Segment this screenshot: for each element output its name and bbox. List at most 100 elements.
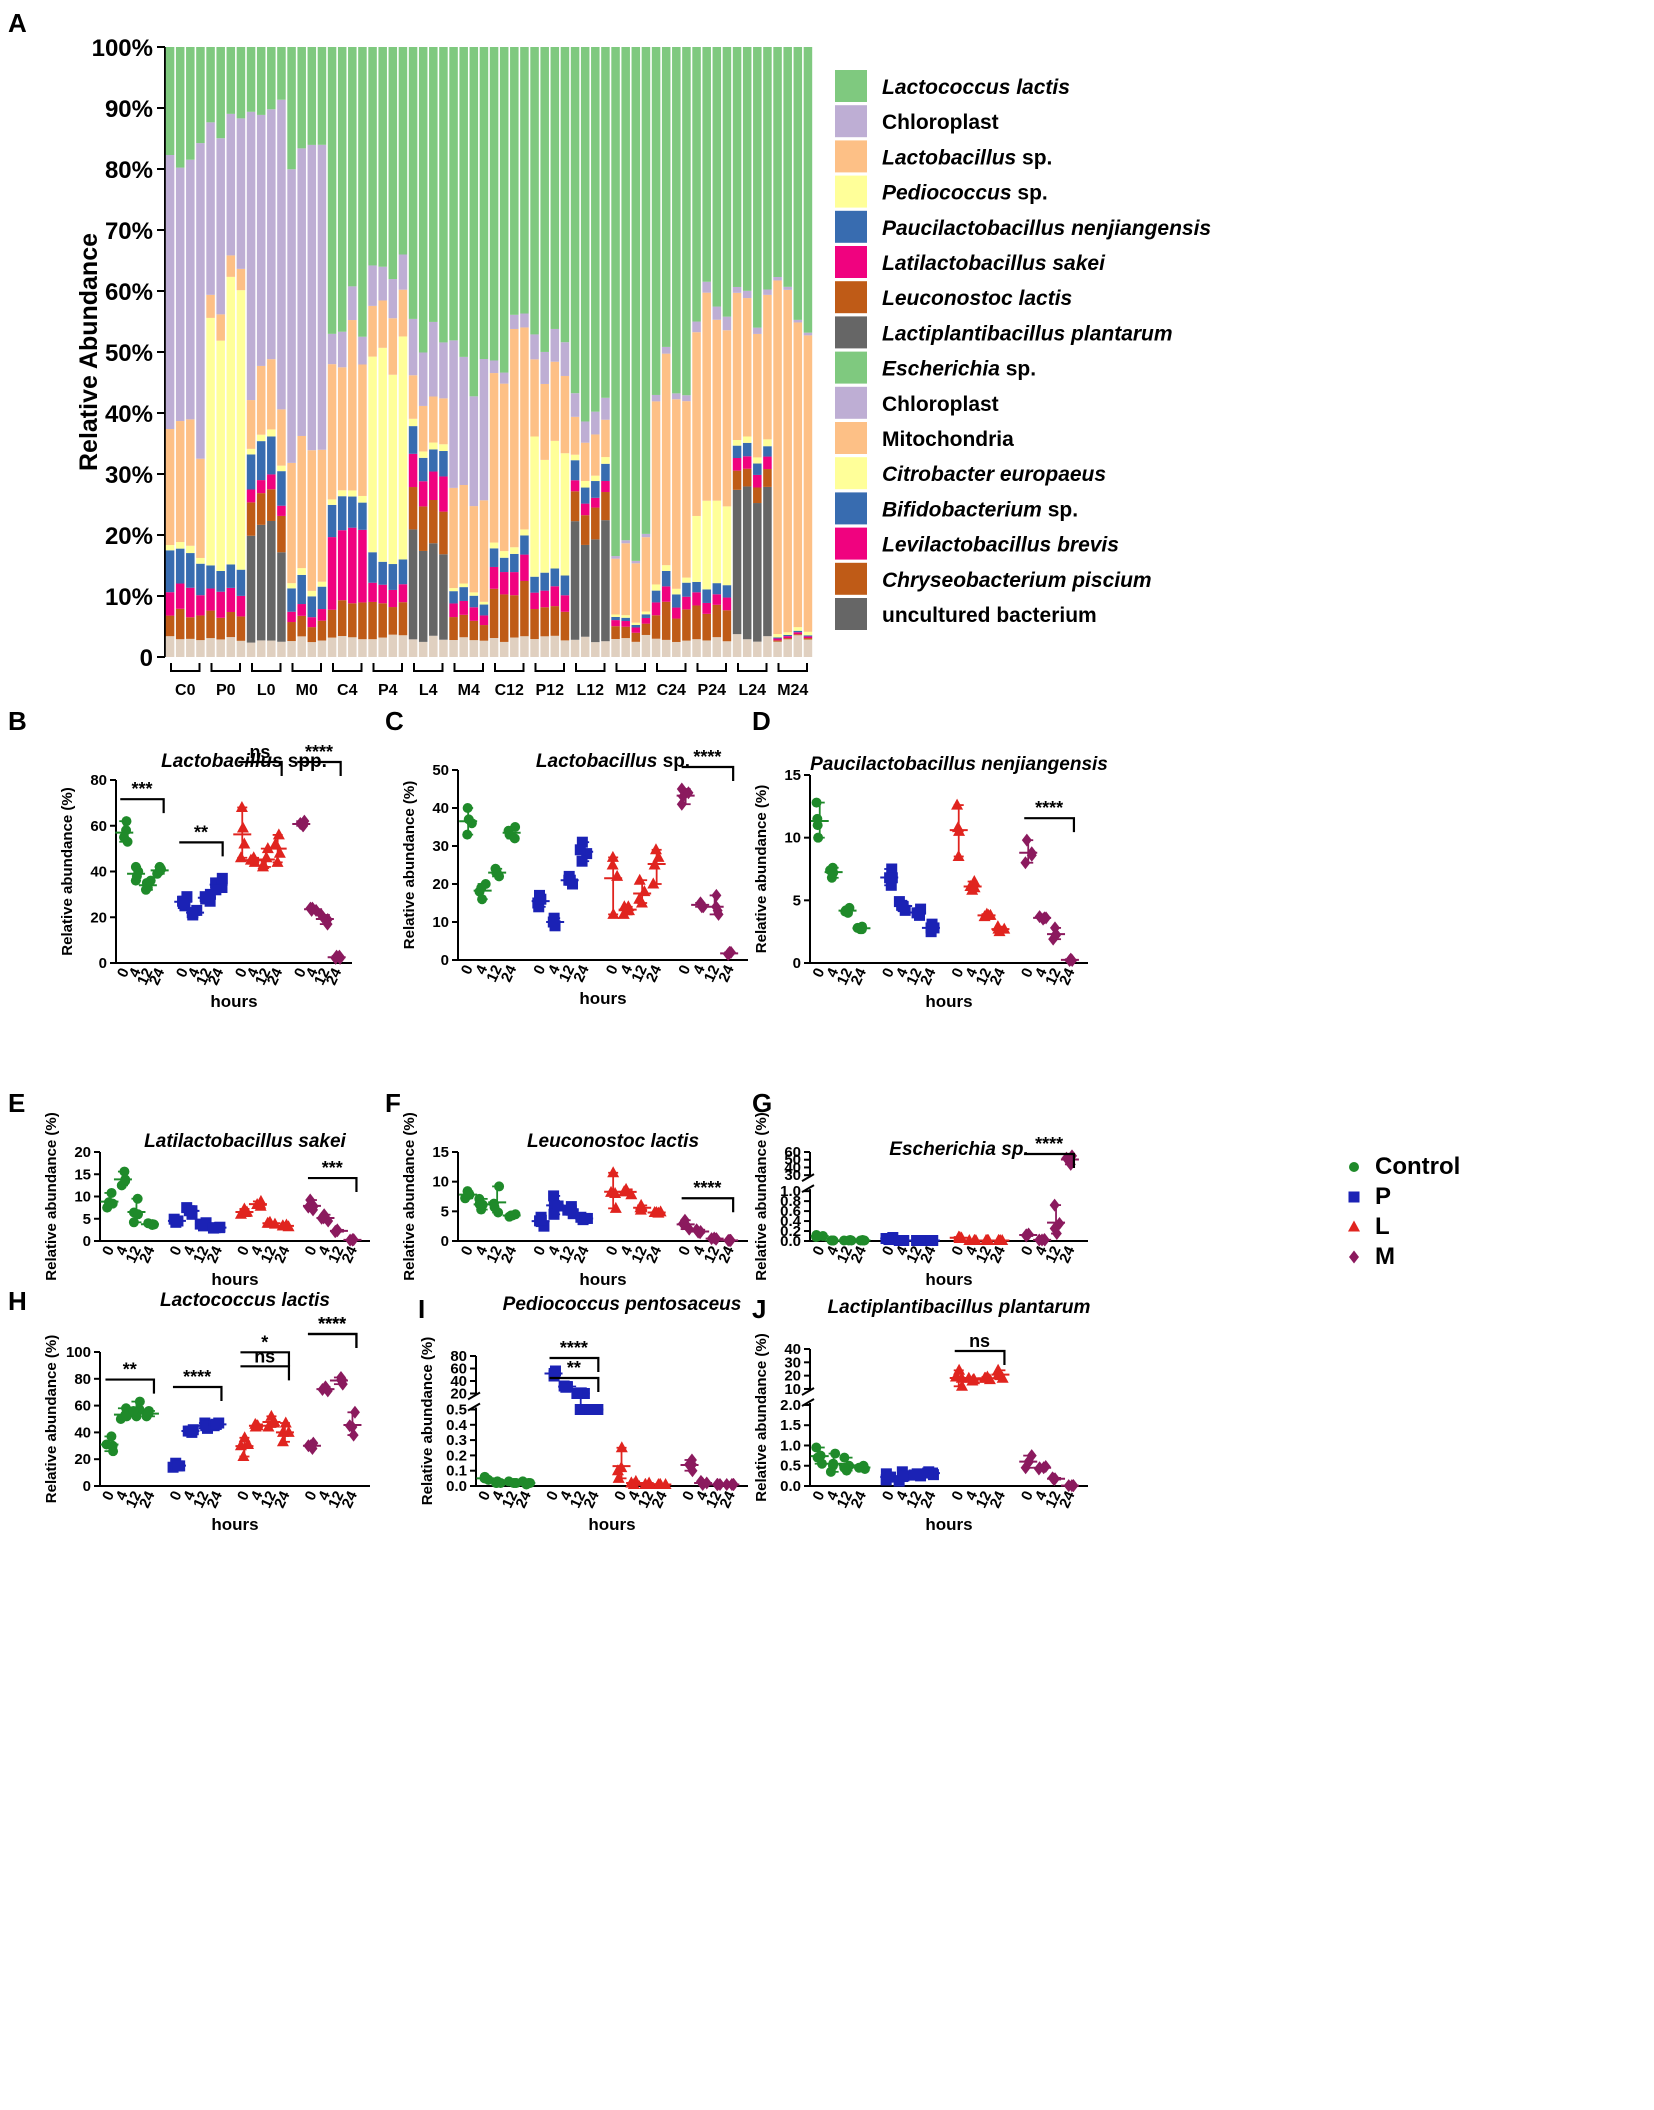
- stacked-bar-segment: [520, 535, 529, 555]
- data-point: [234, 851, 247, 863]
- stacked-bar-segment: [408, 318, 418, 376]
- stacked-bar-segment: [631, 641, 641, 657]
- y-tick-label: 0.1: [446, 1463, 467, 1480]
- stacked-bar-segment: [368, 601, 377, 640]
- stacked-bar-segment: [702, 589, 711, 603]
- stacked-bar-segment: [570, 491, 580, 522]
- y-tick-label: 50: [784, 1152, 801, 1169]
- stacked-bar-segment: [267, 520, 276, 641]
- data-point: [586, 1404, 598, 1415]
- stacked-bar-segment: [520, 327, 529, 530]
- data-point: [133, 1209, 144, 1220]
- stacked-bar-segment: [246, 111, 256, 401]
- stacked-bar-segment: [327, 637, 337, 657]
- data-point: [237, 1450, 250, 1462]
- data-point: [199, 891, 211, 903]
- x-tick-label: 12: [483, 1244, 505, 1266]
- stacked-bar-segment: [722, 506, 732, 586]
- y-tick-label: 60%: [105, 279, 153, 306]
- significance-label: ns: [249, 742, 270, 762]
- y-tick-label: 60: [74, 1398, 91, 1415]
- stacked-bar-segment: [459, 484, 468, 584]
- data-point: [693, 1225, 704, 1239]
- significance-bracket: [1024, 1152, 1076, 1168]
- stacked-bar-segment: [580, 515, 590, 545]
- stacked-bar-segment: [236, 47, 246, 119]
- stacked-bar-segment: [216, 617, 225, 640]
- stacked-bar-segment: [175, 548, 185, 584]
- x-tick-label: 24: [205, 965, 228, 988]
- stacked-bar-segment: [712, 604, 722, 638]
- stacked-bar-segment: [429, 449, 438, 472]
- stacked-bar-segment: [560, 611, 570, 641]
- x-tick-label: 24: [271, 1243, 294, 1266]
- stacked-bar-segment: [459, 614, 468, 638]
- data-point: [330, 1224, 341, 1238]
- panel-letter: G: [752, 1088, 772, 1118]
- data-point: [826, 872, 837, 883]
- stacked-bar-segment: [236, 118, 246, 269]
- legend-label: Levilactobacillus brevis: [882, 534, 1119, 557]
- y-tick-label: 40: [784, 1341, 801, 1358]
- legend-swatch: [835, 175, 867, 208]
- stacked-bar-segment: [550, 47, 560, 329]
- stacked-bar-segment: [398, 635, 408, 657]
- panel-title: Lactiplantibacillus plantarum: [828, 1297, 1091, 1318]
- stacked-bar-segment: [165, 47, 175, 156]
- x-tick-label: 24: [339, 1243, 362, 1266]
- stacked-bar-segment: [297, 615, 306, 637]
- data-point: [1048, 1472, 1059, 1486]
- y-tick-label: 100: [66, 1344, 91, 1361]
- y-tick-label: 80: [74, 1371, 91, 1388]
- stacked-bar-segment: [327, 609, 337, 638]
- data-point: [856, 924, 867, 935]
- data-point: [615, 1441, 628, 1453]
- x-tick-label: 24: [848, 1488, 871, 1511]
- stacked-bar-segment: [672, 47, 681, 394]
- y-tick-label: 50%: [105, 340, 153, 367]
- stacked-bar-segment: [246, 642, 256, 657]
- panel-title: Pediococcus pentosaceus: [503, 1294, 742, 1315]
- data-point: [654, 1477, 667, 1489]
- stacked-bar-segment: [783, 638, 792, 640]
- stacked-bar-segment: [763, 47, 772, 290]
- y-tick-label: 10: [432, 1174, 449, 1191]
- stacked-bar-segment: [429, 543, 438, 636]
- data-point: [273, 846, 286, 858]
- data-point: [677, 1217, 688, 1231]
- x-tick-label: 12: [1042, 966, 1064, 988]
- stacked-bar-segment: [520, 636, 529, 657]
- stacked-bar-segment: [378, 603, 387, 638]
- stacked-bar-segment: [803, 335, 813, 632]
- stacked-bar-segment: [651, 401, 661, 585]
- stacked-bar-segment: [449, 603, 458, 618]
- stacked-bar-segment: [287, 588, 296, 612]
- data-point: [574, 844, 586, 856]
- data-point: [1067, 953, 1078, 967]
- data-point: [186, 907, 198, 919]
- panel-title: Latilactobacillus sakei: [144, 1131, 346, 1152]
- stacked-bar-segment: [530, 609, 539, 640]
- stacked-bar-segment: [368, 552, 377, 583]
- data-point: [952, 849, 965, 861]
- data-point: [928, 922, 940, 934]
- stacked-bar-segment: [661, 601, 671, 640]
- stacked-bar-segment: [256, 47, 266, 115]
- stacked-bar-segment: [327, 499, 337, 505]
- data-point: [156, 864, 167, 875]
- stacked-bar-segment: [429, 442, 438, 450]
- stacked-bar-segment: [459, 637, 468, 657]
- x-tick-label: 12: [628, 963, 650, 985]
- stacked-bar-segment: [479, 359, 489, 501]
- data-point: [128, 1217, 139, 1228]
- stacked-bar-segment: [661, 639, 671, 657]
- stacked-bar-segment: [206, 565, 215, 589]
- stacked-bar-segment: [611, 47, 620, 557]
- stacked-bar-segment: [337, 496, 347, 531]
- stacked-bar-segment: [175, 583, 185, 609]
- stacked-bar-segment: [651, 394, 661, 402]
- stacked-bar-segment: [540, 572, 549, 591]
- y-tick-label: 20: [432, 876, 449, 893]
- stacked-bar-segment: [378, 637, 387, 657]
- significance-label: **: [567, 1358, 581, 1378]
